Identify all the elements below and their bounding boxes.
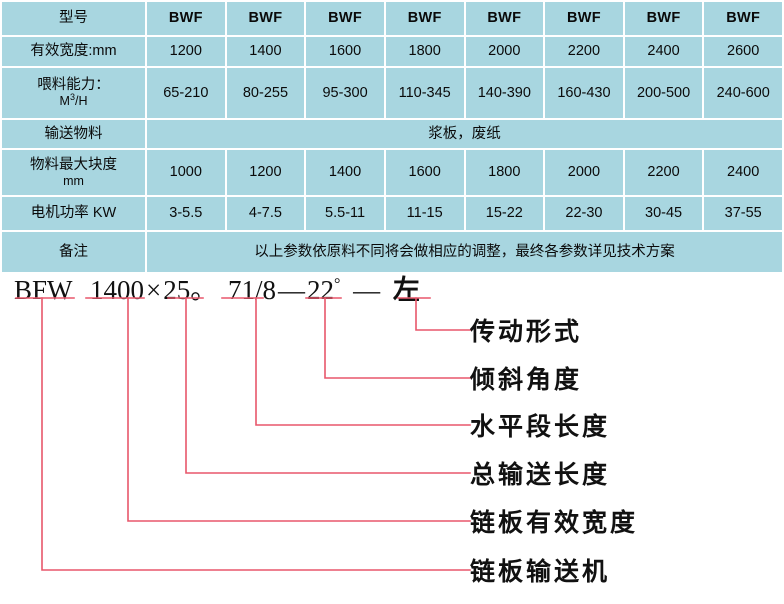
cell-feed-7: 200-500	[624, 68, 703, 118]
cell-feed-4: 110-345	[385, 68, 464, 118]
table-row-conveyed-material: 输送物料 浆板，废纸	[2, 120, 782, 148]
cell-power-1: 3-5.5	[147, 197, 225, 230]
max-lump-unit: mm	[63, 173, 84, 188]
callout-label-drive-form: 传动形式	[470, 317, 583, 346]
leader-line-incline-angle	[324, 297, 471, 379]
feed-capacity-title: 喂料能力：	[37, 77, 110, 94]
code-dash-1: —	[278, 275, 306, 305]
row-label-remark: 备注	[2, 232, 145, 272]
cell-power-7: 30-45	[624, 197, 703, 230]
cell-width-2: 1400	[226, 37, 305, 66]
cell-feed-1: 65-210	[147, 68, 225, 118]
cell-model-5: BWF	[465, 2, 544, 35]
leader-line-horizontal-length	[255, 297, 471, 426]
callout-label-machine-name: 链板输送机	[470, 557, 611, 586]
cell-width-3: 1600	[306, 37, 384, 66]
cell-feed-5: 140-390	[465, 68, 544, 118]
leader-line-machine-name	[41, 297, 471, 571]
code-token-drive-prefix: BFW	[14, 275, 73, 305]
leader-lines-group	[15, 297, 471, 571]
row-label-effective-width: 有效宽度:mm	[2, 37, 145, 66]
cell-lump-2: 1200	[226, 150, 305, 195]
max-lump-title: 物料最大块度	[30, 156, 117, 173]
cell-remark-value: 以上参数依原料不同将会做相应的调整，最终各参数详见技术方案	[147, 232, 782, 272]
row-label-model: 型号	[2, 2, 145, 35]
code-token-incline-angle: 22	[307, 275, 335, 305]
degree-symbol-icon: °	[334, 276, 341, 293]
cell-lump-5: 1800	[465, 150, 544, 195]
code-token-total-length: 25。	[163, 275, 218, 305]
callout-label-total-length: 总输送长度	[470, 460, 611, 489]
row-label-feed-capacity: 喂料能力： M3/H	[2, 68, 145, 118]
cell-power-2: 4-7.5	[226, 197, 305, 230]
cell-lump-8: 2400	[704, 150, 782, 195]
cell-model-2: BWF	[226, 2, 305, 35]
cell-model-3: BWF	[306, 2, 384, 35]
cell-width-6: 2200	[545, 37, 623, 66]
cell-lump-6: 2000	[545, 150, 623, 195]
cell-model-4: BWF	[385, 2, 464, 35]
table-row-model: 型号 BWF BWF BWF BWF BWF BWF BWF BWF	[2, 2, 782, 35]
code-token-horizontal-length: 71/8	[228, 275, 277, 305]
cell-width-4: 1800	[385, 37, 464, 66]
cell-lump-1: 1000	[147, 150, 225, 195]
callout-label-horizontal-length: 水平段长度	[470, 412, 611, 441]
row-label-motor-power: 电机功率 KW	[2, 197, 145, 230]
cell-power-6: 22-30	[545, 197, 623, 230]
model-code-diagram: BFW 1400×25。 71/8—22° — 左 传动形式 倾斜角度 水平	[0, 260, 784, 604]
cell-power-8: 37-55	[704, 197, 782, 230]
specification-table-container: 型号 BWF BWF BWF BWF BWF BWF BWF BWF 有效宽度:…	[0, 0, 784, 274]
table-row-motor-power: 电机功率 KW 3-5.5 4-7.5 5.5-11 11-15 15-22 2…	[2, 197, 782, 230]
feed-capacity-unit: M3/H	[59, 91, 88, 109]
specification-table: 型号 BWF BWF BWF BWF BWF BWF BWF BWF 有效宽度:…	[0, 0, 784, 274]
cell-conveyed-material-value: 浆板，废纸	[147, 120, 782, 148]
table-row-effective-width: 有效宽度:mm 1200 1400 1600 1800 2000 2200 24…	[2, 37, 782, 66]
cell-model-8: BWF	[704, 2, 782, 35]
code-token-belt-width: 1400	[90, 275, 145, 305]
table-row-max-lump: 物料最大块度 mm 1000 1200 1400 1600 1800 2000 …	[2, 150, 782, 195]
table-row-feed-capacity: 喂料能力： M3/H 65-210 80-255 95-300 110-345 …	[2, 68, 782, 118]
cell-lump-4: 1600	[385, 150, 464, 195]
cubic-superscript: 3	[69, 91, 75, 102]
cell-power-4: 11-15	[385, 197, 464, 230]
cell-lump-3: 1400	[306, 150, 384, 195]
cell-power-3: 5.5-11	[306, 197, 384, 230]
leader-line-drive-form	[415, 297, 471, 331]
cell-feed-8: 240-600	[704, 68, 782, 118]
cell-model-6: BWF	[545, 2, 623, 35]
cell-feed-6: 160-430	[545, 68, 623, 118]
model-code-string: BFW 1400×25。 71/8—22° — 左	[14, 268, 420, 307]
callout-label-belt-width: 链板有效宽度	[470, 508, 639, 537]
cell-power-5: 15-22	[465, 197, 544, 230]
row-label-max-lump: 物料最大块度 mm	[2, 150, 145, 195]
cell-feed-3: 95-300	[306, 68, 384, 118]
code-multiply-symbol: ×	[146, 275, 162, 305]
cell-model-7: BWF	[624, 2, 703, 35]
leader-line-belt-width	[127, 297, 471, 522]
cell-width-5: 2000	[465, 37, 544, 66]
leader-line-total-length	[185, 297, 471, 474]
cell-feed-2: 80-255	[226, 68, 305, 118]
row-label-conveyed-material: 输送物料	[2, 120, 145, 148]
table-row-remark: 备注 以上参数依原料不同将会做相应的调整，最终各参数详见技术方案	[2, 232, 782, 272]
cell-model-1: BWF	[147, 2, 225, 35]
cell-width-8: 2600	[704, 37, 782, 66]
cell-width-1: 1200	[147, 37, 225, 66]
callout-label-incline-angle: 倾斜角度	[470, 365, 583, 394]
cell-width-7: 2400	[624, 37, 703, 66]
code-dash-2: —	[353, 275, 381, 305]
cell-lump-7: 2200	[624, 150, 703, 195]
